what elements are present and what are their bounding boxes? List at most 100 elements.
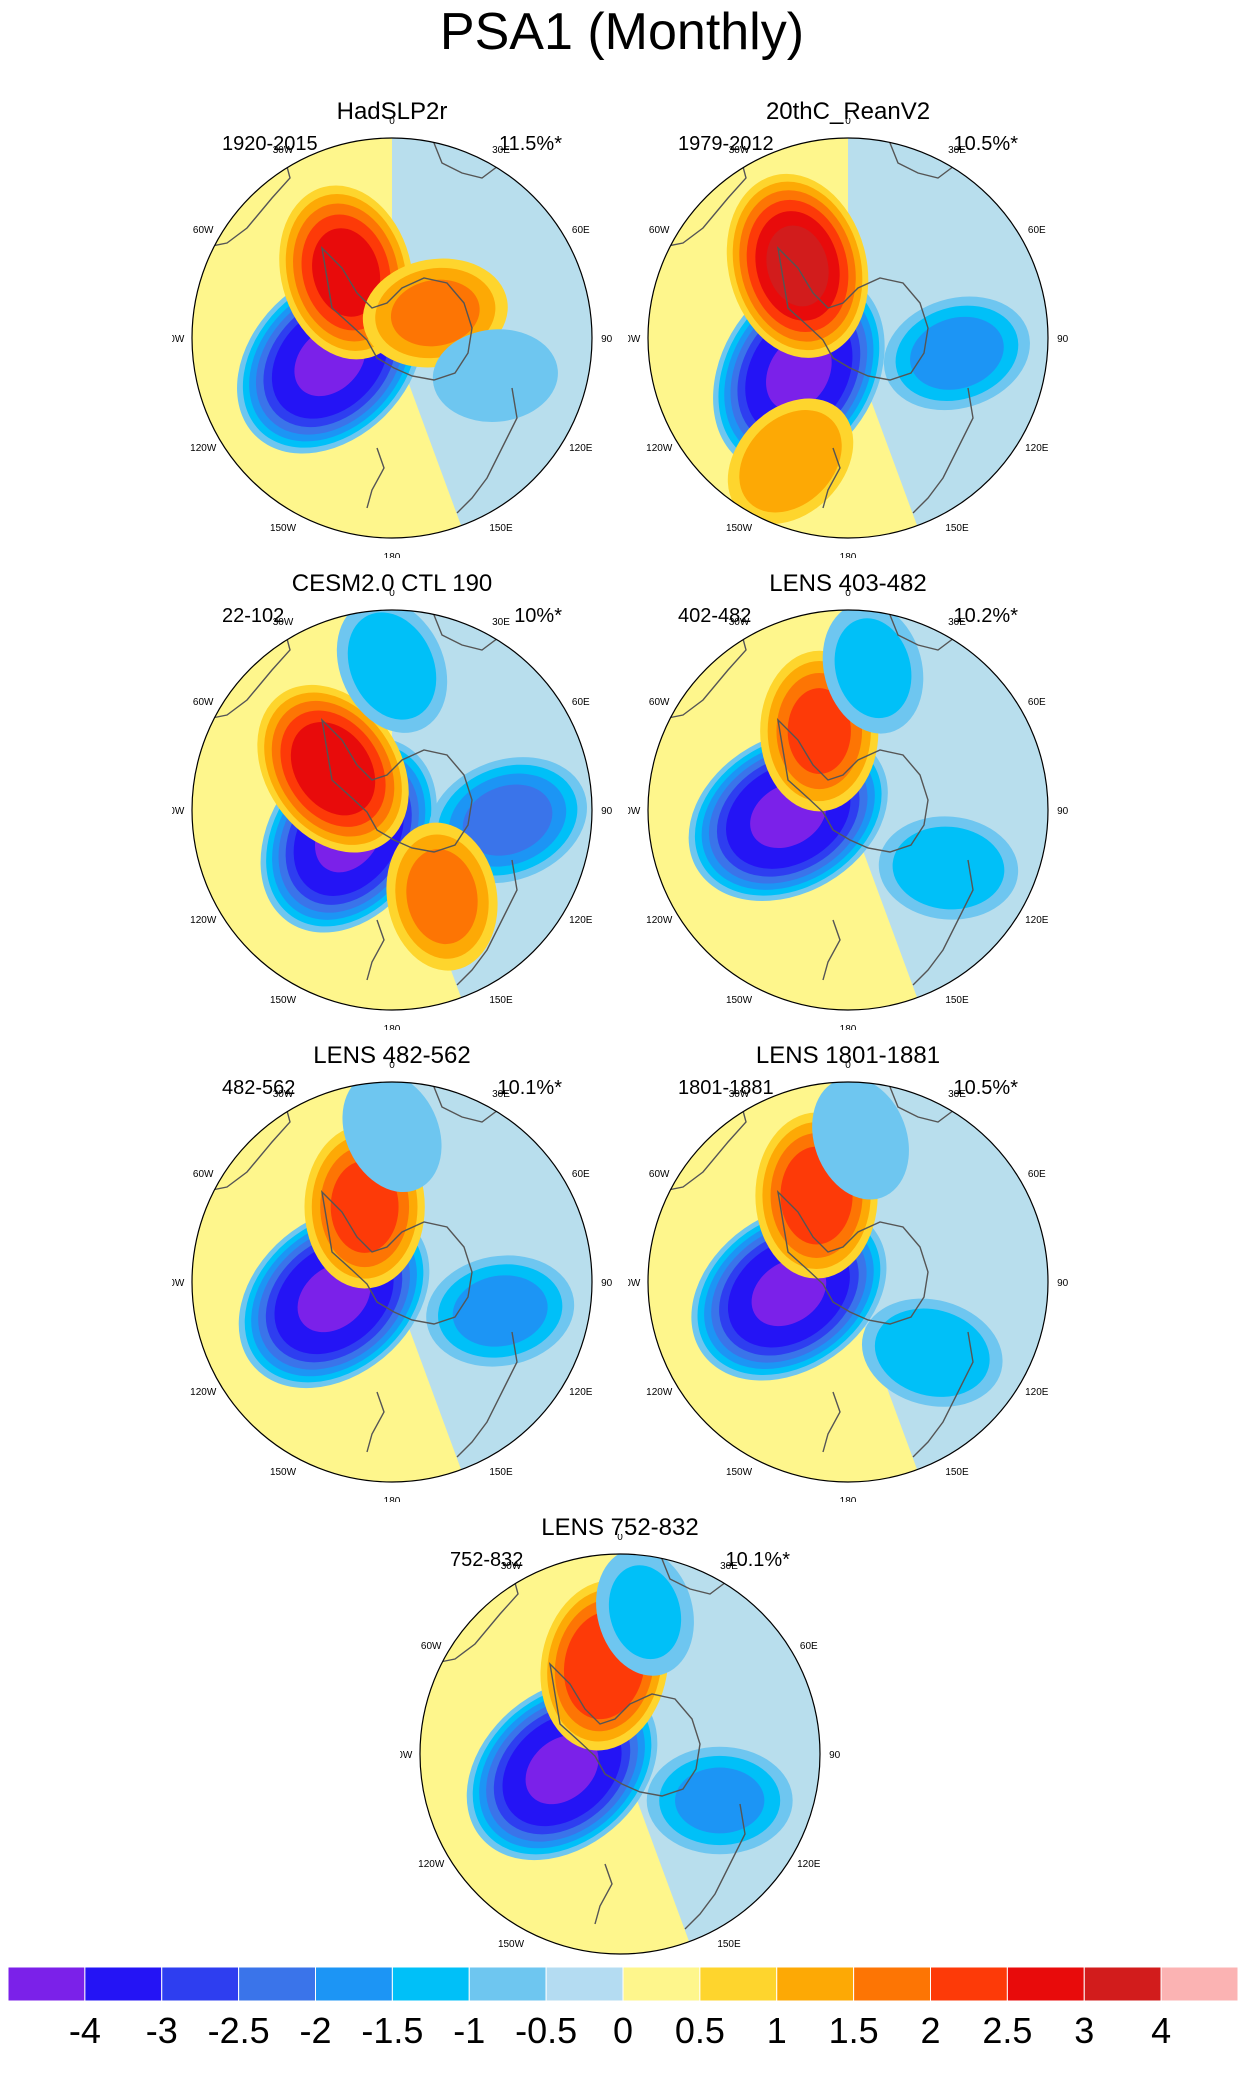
- australia-coastline: [912, 1331, 974, 1458]
- longitude-label: 60E: [572, 697, 590, 708]
- longitude-label: 150W: [270, 1467, 297, 1478]
- longitude-label: 60E: [572, 1169, 590, 1180]
- longitude-label: 120W: [646, 1387, 673, 1398]
- longitude-label: 180: [384, 552, 401, 558]
- longitude-label: 180: [840, 1496, 857, 1502]
- map-panel: LENS 752-832 752-832 10.1%* 0 30E 60E 90E 120E 1…: [400, 1514, 840, 1974]
- colorbar-tick-label: 1.5: [828, 2010, 879, 2051]
- colorbar-swatch: [468, 1967, 547, 2001]
- longitude-label: 150E: [945, 995, 969, 1006]
- longitude-label: 120W: [646, 443, 673, 454]
- panel-variance-percent: 10.1%*: [725, 1549, 791, 1571]
- panel-variance-percent: 10%*: [514, 605, 562, 627]
- map-panel: 20thC_ReanV2 1979-2012 10.5%* 0 30E 60E 90E 120…: [628, 98, 1068, 558]
- longitude-label: 60W: [193, 1169, 214, 1180]
- colorbar-swatch: [853, 1967, 931, 2001]
- longitude-label: 90W: [628, 806, 641, 817]
- panel-title: HadSLP2r: [336, 98, 448, 125]
- longitude-label: 60E: [1028, 225, 1046, 236]
- high-anomaly-center: [257, 684, 409, 853]
- map-boundary: [647, 1081, 1049, 1483]
- longitude-label: 0: [389, 118, 395, 127]
- polar-map: 0 30E 60E 90E 120E 150E 180 150W 120W 90W 60W 30W: [172, 590, 612, 1030]
- longitude-label: 90W: [172, 334, 185, 345]
- high-anomaly-center: [386, 822, 498, 971]
- colorbar-tick-label: 3: [1074, 2010, 1095, 2051]
- longitude-label: 150E: [945, 1467, 969, 1478]
- africa-coastline: [431, 138, 503, 179]
- antarctica-coastline: [320, 245, 473, 381]
- longitude-label: 120E: [797, 1859, 821, 1870]
- new-zealand-coastline: [366, 447, 385, 509]
- longitude-label: 150W: [498, 1939, 525, 1950]
- colorbar-swatch: [699, 1967, 778, 2001]
- colorbar-tick-label: -0.5: [515, 2010, 578, 2051]
- longitude-label: 150E: [489, 523, 513, 534]
- antarctica-coastline: [548, 1661, 701, 1797]
- longitude-label: 120W: [418, 1859, 445, 1870]
- longitude-label: 0: [845, 118, 851, 127]
- colorbar-tick-label: -2.5: [207, 2010, 270, 2051]
- colorbar-swatch: [622, 1967, 701, 2001]
- longitude-label: 90W: [172, 806, 185, 817]
- map-panel: HadSLP2r 1920-2015 11.5%* 0 30E 60E 90E 120E 150…: [172, 98, 612, 558]
- longitude-label: 90E: [829, 1750, 840, 1761]
- panel-title: CESM2.0 CTL 190: [291, 570, 493, 597]
- longitude-label: 90W: [172, 1278, 185, 1289]
- panel-variance-percent: 10.5%*: [953, 1077, 1019, 1099]
- map-panel: LENS 1801-1881 1801-1881 10.5%* 0 30E 60E 90E 1…: [628, 1042, 1068, 1502]
- longitude-label: 30W: [729, 617, 750, 628]
- longitude-label: 90E: [601, 334, 612, 345]
- longitude-label: 90W: [400, 1750, 413, 1761]
- longitude-label: 0: [845, 590, 851, 599]
- longitude-label: 60E: [1028, 697, 1046, 708]
- longitude-label: 60E: [1028, 1169, 1046, 1180]
- colorbar-tick-label: 0: [612, 2010, 634, 2051]
- antarctica-coastline: [776, 1189, 929, 1325]
- longitude-label: 150W: [270, 995, 297, 1006]
- longitude-label: 30E: [948, 617, 966, 628]
- panel-period: 1979-2012: [678, 133, 774, 155]
- antarctica-coastline: [776, 245, 929, 381]
- colorbar-swatch: [930, 1967, 1008, 2001]
- longitude-label: 120W: [190, 443, 217, 454]
- south-america-coastline: [201, 619, 291, 721]
- polar-map: 0 30E 60E 90E 120E 150E 180 150W 120W 90W 60W 30W: [628, 1062, 1068, 1502]
- panel-period: 22-102: [222, 605, 285, 627]
- longitude-label: 180: [384, 1024, 401, 1030]
- low-anomaly-center: [883, 296, 1030, 411]
- colorbar-tick-label: -3: [145, 2010, 178, 2051]
- colorbar-tick-label: 4: [1151, 2010, 1172, 2051]
- map-panel: LENS 403-482 402-482 10.2%* 0 30E 60E 90E 120E 1…: [628, 570, 1068, 1030]
- longitude-label: 60E: [572, 225, 590, 236]
- south-america-coastline: [657, 1091, 747, 1193]
- africa-coastline: [887, 1082, 959, 1123]
- south-america-coastline: [657, 619, 747, 721]
- colorbar-tick-label: -2: [299, 2010, 332, 2051]
- main-title: PSA1 (Monthly): [439, 3, 805, 61]
- colorbar-tick-label: 2: [920, 2010, 941, 2051]
- longitude-label: 120E: [569, 443, 593, 454]
- low-anomaly-center: [432, 329, 558, 422]
- polar-map: 0 30E 60E 90E 120E 150E 180 150W 120W 90W 60W 30W: [172, 1062, 612, 1502]
- longitude-label: 60W: [649, 1169, 670, 1180]
- high-anomaly-center: [727, 398, 854, 524]
- longitude-label: 30W: [729, 145, 750, 156]
- longitude-label: 150E: [717, 1939, 741, 1950]
- longitude-label: 0: [617, 1534, 623, 1543]
- panel-title: LENS 482-562: [313, 1042, 471, 1069]
- panel-period: 1920-2015: [222, 133, 318, 155]
- longitude-label: 30W: [501, 1561, 522, 1572]
- longitude-label: 120E: [569, 915, 593, 926]
- low-anomaly-center: [336, 610, 448, 733]
- longitude-label: 30E: [948, 145, 966, 156]
- panel-period: 402-482: [678, 605, 752, 627]
- polar-map: 0 30E 60E 90E 120E 150E 180 150W 120W 90W 60W 30W: [172, 118, 612, 558]
- longitude-label: 30E: [492, 617, 510, 628]
- longitude-label: 150W: [726, 1467, 753, 1478]
- map-boundary: [647, 609, 1049, 1011]
- colorbar: [8, 1967, 1238, 2001]
- panel-variance-percent: 11.5%*: [498, 133, 562, 155]
- south-america-coastline: [201, 1091, 291, 1193]
- australia-coastline: [456, 387, 518, 514]
